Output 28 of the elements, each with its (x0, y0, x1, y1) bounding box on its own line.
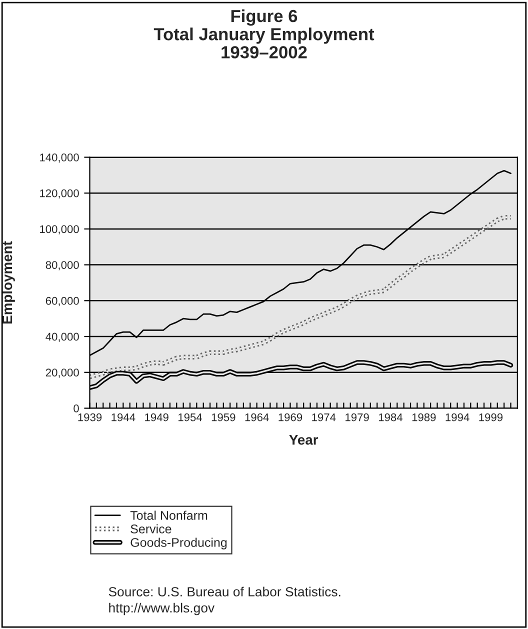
x-tick-label: 1969 (278, 413, 302, 422)
x-tick-label: 1974 (312, 413, 336, 422)
x-tick-label: 1964 (245, 413, 269, 422)
legend-label: Service (130, 524, 172, 534)
y-tick-label: 80,000 (46, 261, 79, 270)
chart-title: Figure 6 Total January Employment 1939–2002 (154, 9, 374, 58)
source-note: Source: U.S. Bureau of Labor Statistics. http://www.bls.gov (108, 586, 340, 616)
x-tick-label: 1999 (479, 413, 503, 422)
x-tick-label: 1979 (346, 413, 369, 422)
y-tick-label: 100,000 (40, 225, 79, 234)
x-tick-label: 1984 (378, 413, 403, 422)
x-tick-label: 1944 (112, 413, 136, 422)
x-tick-label: 1954 (178, 413, 202, 422)
y-axis-title: Employment (2, 241, 15, 324)
x-tick-label: 1959 (212, 413, 236, 422)
y-tick-label: 60,000 (46, 296, 79, 306)
x-axis-title: Year (289, 435, 318, 445)
x-tick-label: 1939 (78, 413, 102, 422)
x-tick-label: 1949 (145, 413, 168, 422)
legend-label: Total Nonfarm (130, 510, 208, 520)
x-tick-label: 1994 (446, 413, 470, 422)
y-tick-label: 0 (74, 404, 79, 412)
y-tick-label: 120,000 (40, 189, 79, 199)
y-tick-label: 140,000 (40, 154, 79, 163)
y-tick-label: 40,000 (46, 332, 79, 342)
y-tick-label: 20,000 (46, 368, 79, 378)
legend-label: Goods-Producing (130, 538, 227, 550)
x-tick-label: 1989 (412, 413, 436, 422)
